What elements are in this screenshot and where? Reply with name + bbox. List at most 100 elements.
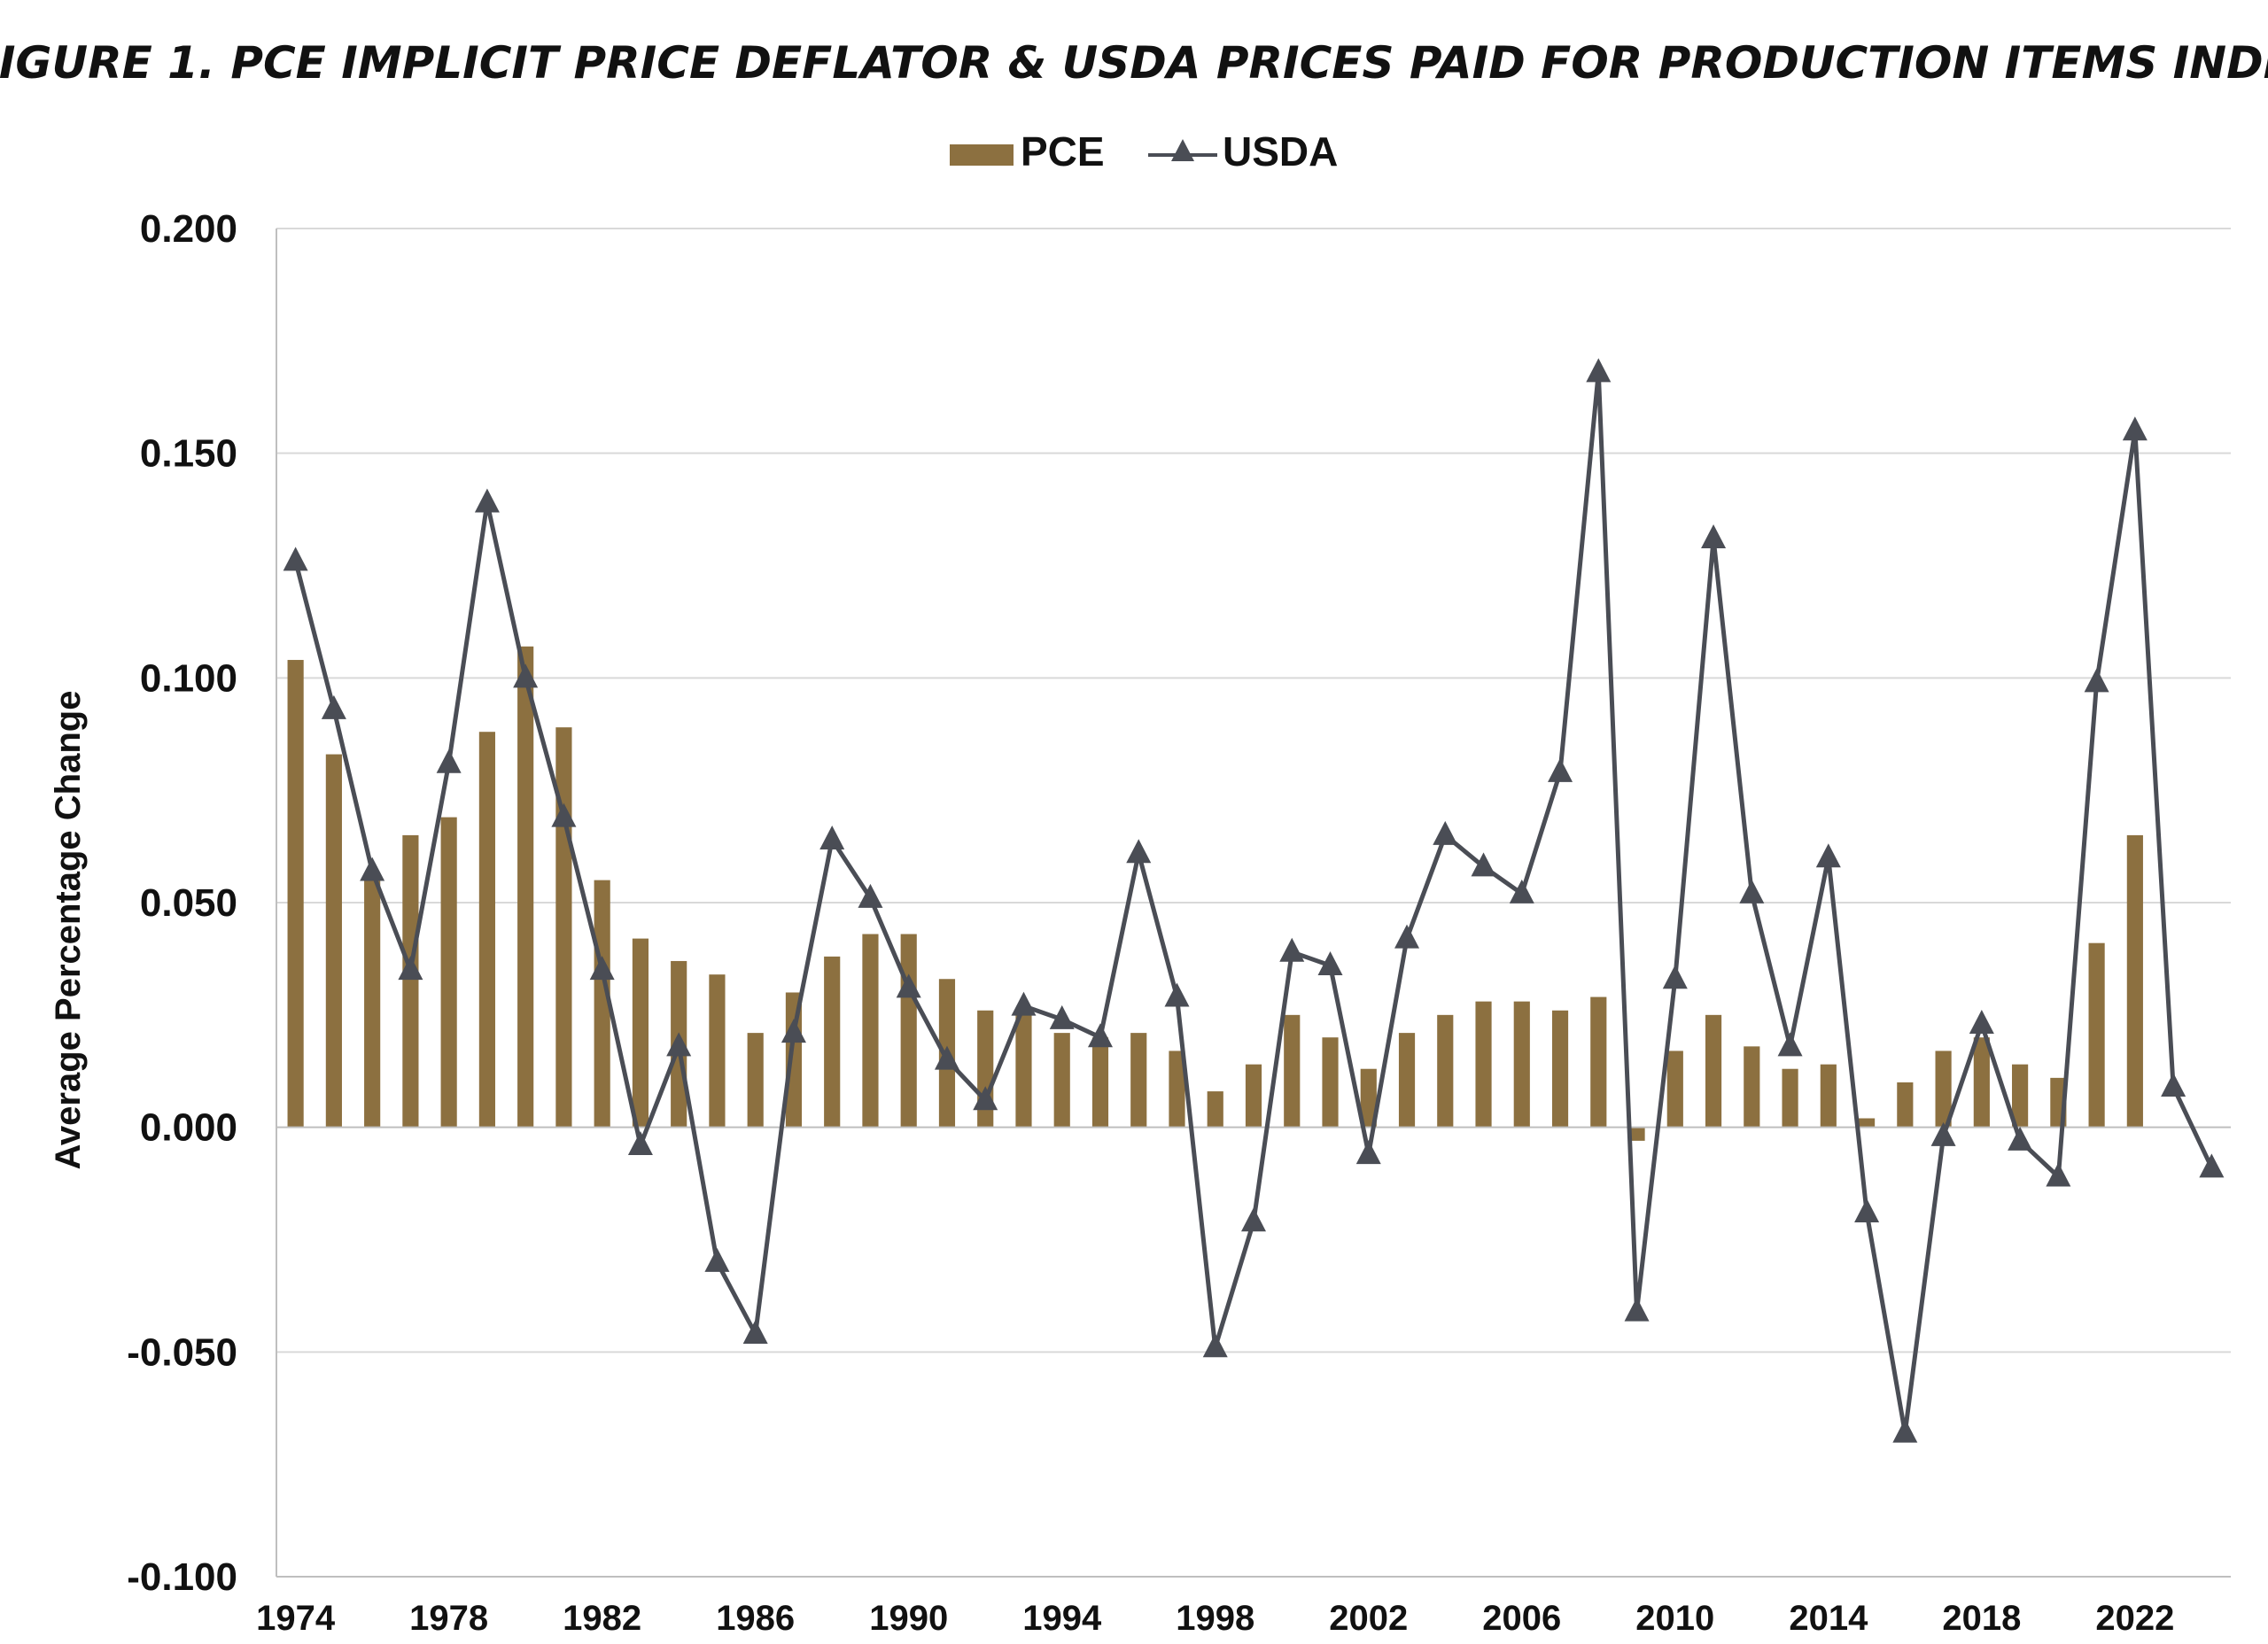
usda-point xyxy=(1930,1121,1956,1146)
x-tick-label: 2002 xyxy=(1329,1599,1408,1638)
usda-point xyxy=(1202,1333,1228,1358)
usda-point xyxy=(360,857,385,881)
pce-bar xyxy=(1207,1091,1223,1128)
usda-point xyxy=(1087,1023,1113,1048)
usda-point xyxy=(1126,839,1152,864)
usda-point xyxy=(1854,1198,1880,1223)
usda-point xyxy=(1548,757,1573,782)
usda-point xyxy=(1471,852,1496,877)
chart-title: FIGURE 1. PCE IMPLICIT PRICE DEFLATOR & … xyxy=(0,37,2268,89)
x-tick-label: 1982 xyxy=(563,1599,641,1638)
axes xyxy=(276,229,2231,1578)
usda-point xyxy=(283,547,308,571)
pce-bar xyxy=(1322,1037,1339,1128)
y-axis-ticks: 0.200 0.150 0.100 0.050 0.000 -0.050 -0.100 xyxy=(127,207,237,1599)
pce-bar xyxy=(1820,1064,1837,1128)
legend: PCE USDA xyxy=(950,128,1338,174)
pce-bar xyxy=(2088,942,2105,1128)
x-tick-label: 1994 xyxy=(1022,1599,1102,1638)
legend-item-pce: PCE xyxy=(950,128,1105,174)
pce-bars xyxy=(287,646,2143,1141)
usda-line xyxy=(283,358,2225,1443)
usda-point xyxy=(627,1130,653,1155)
pce-bar xyxy=(1513,1001,1530,1128)
legend-swatch-pce xyxy=(950,144,1014,166)
pce-bar xyxy=(364,880,381,1128)
usda-point xyxy=(2161,1073,2186,1097)
usda-point xyxy=(398,956,423,981)
usda-point xyxy=(1241,1207,1266,1232)
x-axis-ticks: 1974 1978 1982 1986 1990 1994 1998 2002 2006 2010… xyxy=(256,1599,2174,1638)
usda-point xyxy=(1739,879,1765,903)
legend-item-usda: USDA xyxy=(1148,128,1338,174)
usda-point xyxy=(1662,965,1688,989)
pce-bar xyxy=(1973,1037,1990,1128)
usda-point xyxy=(742,1320,768,1345)
pce-bar xyxy=(1782,1068,1798,1128)
usda-point xyxy=(321,694,346,719)
x-tick-label: 2018 xyxy=(1942,1599,2021,1638)
y-tick-label: 0.050 xyxy=(140,881,237,925)
usda-point xyxy=(896,973,921,998)
pce-bar xyxy=(440,817,457,1128)
pce-bar xyxy=(1245,1064,1262,1128)
usda-point xyxy=(1317,951,1343,976)
pce-bar xyxy=(632,938,649,1128)
pce-bar xyxy=(1053,1033,1070,1128)
pce-bar xyxy=(1705,1014,1722,1128)
usda-point xyxy=(704,1247,730,1272)
pce-bar xyxy=(785,992,803,1128)
x-tick-label: 1978 xyxy=(409,1599,488,1638)
usda-point xyxy=(1624,1297,1650,1322)
usda-point xyxy=(1164,982,1190,1007)
usda-point xyxy=(934,1045,959,1070)
usda-point xyxy=(551,803,577,827)
legend-label-usda: USDA xyxy=(1223,128,1338,174)
x-tick-label: 2006 xyxy=(1482,1599,1561,1638)
pce-bar xyxy=(1628,1127,1645,1141)
usda-point xyxy=(1815,843,1841,868)
usda-point xyxy=(474,488,500,513)
usda-point xyxy=(1777,1032,1803,1057)
pce-bar xyxy=(517,646,534,1128)
pce-bar xyxy=(1590,996,1607,1128)
usda-point xyxy=(858,883,883,908)
x-tick-label: 1974 xyxy=(256,1599,336,1638)
x-tick-label: 2022 xyxy=(2095,1599,2174,1638)
y-tick-label: 0.200 xyxy=(140,207,237,251)
pce-bar xyxy=(1398,1033,1416,1128)
usda-point xyxy=(2046,1162,2071,1187)
usda-point xyxy=(819,825,845,849)
x-tick-label: 2010 xyxy=(1635,1599,1714,1638)
usda-point xyxy=(2122,416,2148,441)
pce-bar xyxy=(555,727,572,1128)
usda-point xyxy=(1586,358,1612,383)
pce-bar xyxy=(1744,1046,1760,1128)
y-tick-label: 0.000 xyxy=(140,1106,237,1150)
pce-bar xyxy=(709,974,726,1128)
usda-point xyxy=(1509,879,1534,903)
pce-bar xyxy=(1897,1082,1914,1128)
usda-point xyxy=(1279,937,1305,962)
pce-bar xyxy=(862,934,879,1128)
y-tick-label: 0.150 xyxy=(140,432,237,476)
y-tick-label: -0.050 xyxy=(127,1330,237,1374)
usda-point xyxy=(2199,1153,2225,1178)
usda-point xyxy=(1433,820,1458,845)
pce-bar xyxy=(287,660,304,1128)
usda-point xyxy=(1394,924,1420,949)
pce-bar xyxy=(1015,1014,1032,1128)
y-tick-label: 0.100 xyxy=(140,656,237,700)
pce-bar xyxy=(1666,1051,1683,1128)
y-tick-label: -0.100 xyxy=(127,1555,237,1599)
pce-bar xyxy=(1437,1014,1454,1128)
pce-bar xyxy=(1475,1001,1492,1128)
x-tick-label: 1998 xyxy=(1176,1599,1254,1638)
usda-point xyxy=(513,663,539,688)
y-axis-label: Average Percentage Change xyxy=(49,691,88,1170)
pce-bar xyxy=(478,732,495,1128)
pce-bar xyxy=(1858,1118,1876,1128)
pce-bar xyxy=(1935,1051,1952,1128)
pce-bar xyxy=(1551,1010,1569,1128)
